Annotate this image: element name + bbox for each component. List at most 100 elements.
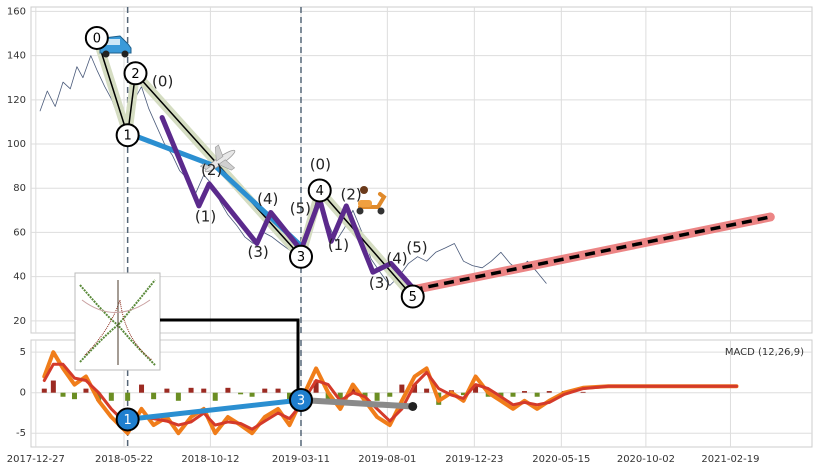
wave-label: 0 bbox=[93, 31, 101, 46]
series-line bbox=[412, 215, 771, 292]
wave-marker bbox=[288, 387, 313, 412]
plot-area bbox=[30, 6, 813, 334]
x-tick-label: 2018-05-22 bbox=[95, 454, 153, 465]
indicator-label: MACD (12,26,9) bbox=[725, 347, 804, 358]
histogram-bar bbox=[60, 392, 66, 397]
histogram-bar bbox=[71, 392, 77, 400]
wave-marker bbox=[307, 178, 332, 203]
histogram-bar bbox=[262, 388, 268, 393]
histogram-bar bbox=[287, 392, 293, 400]
histogram-bar bbox=[249, 392, 255, 397]
histogram-bar bbox=[337, 392, 343, 401]
histogram-bar bbox=[108, 392, 114, 401]
label-layer: 0 1 2 3 4 5 (0) (2) (1) (4) (3) (5) (0) (2) (1) (4) (3) (… bbox=[84, 25, 804, 432]
x-tick-label: 2020-10-02 bbox=[617, 454, 675, 465]
wave-marker bbox=[84, 25, 109, 50]
histogram-bar bbox=[412, 384, 418, 393]
wave-annotation: (5) bbox=[406, 238, 427, 256]
histogram-bar bbox=[275, 388, 281, 393]
histogram-bar bbox=[188, 387, 194, 393]
wave-annotation: (2) bbox=[341, 185, 362, 203]
wave-marker bbox=[123, 61, 148, 86]
scooter-icon bbox=[356, 186, 387, 215]
histogram-bar bbox=[521, 391, 527, 393]
wave-marker bbox=[400, 284, 425, 309]
wave-label: 1 bbox=[124, 413, 132, 428]
wave-annotation: (4) bbox=[257, 190, 278, 208]
wave-label: 3 bbox=[297, 250, 305, 265]
wave-annotation: (5) bbox=[290, 200, 311, 218]
wave-marker bbox=[115, 123, 140, 148]
histogram-bar bbox=[151, 392, 157, 400]
wave-marker bbox=[288, 244, 313, 269]
wave-label: 4 bbox=[316, 184, 324, 199]
x-tick-label: 2019-03-11 bbox=[272, 454, 330, 465]
wave-label: 2 bbox=[131, 67, 139, 82]
series-line bbox=[298, 397, 416, 410]
histogram-bar bbox=[460, 392, 466, 396]
wave-label: 5 bbox=[409, 290, 417, 305]
histogram-bar bbox=[238, 392, 244, 395]
wave-annotation: (1) bbox=[195, 207, 216, 225]
airplane-icon bbox=[199, 144, 236, 173]
point-marker bbox=[408, 401, 418, 411]
x-tick-label: 2021-02-19 bbox=[701, 454, 759, 465]
wave-annotation: (2) bbox=[201, 161, 222, 179]
x-tick-label: 2019-08-01 bbox=[358, 454, 416, 465]
histogram-bar bbox=[362, 392, 368, 397]
wave-label: 3 bbox=[297, 393, 305, 408]
y-tick-label: 120 bbox=[7, 95, 26, 106]
histogram-bar bbox=[41, 388, 47, 393]
y-tick-label: 140 bbox=[7, 51, 26, 62]
y-tick-label: 100 bbox=[7, 139, 26, 150]
y-tick-label: 160 bbox=[7, 6, 26, 17]
y-tick-label: 0 bbox=[20, 388, 26, 399]
histogram-bar bbox=[212, 392, 218, 401]
histogram-bar bbox=[139, 384, 145, 393]
wave-marker bbox=[115, 407, 140, 432]
histogram-bar bbox=[175, 392, 181, 401]
connector bbox=[160, 318, 300, 395]
histogram-bar bbox=[83, 388, 89, 393]
wave-annotation: (4) bbox=[386, 249, 407, 267]
histogram-bar bbox=[424, 388, 430, 393]
y-tick-label: 40 bbox=[13, 272, 26, 283]
histogram-bar bbox=[125, 392, 131, 401]
wave-annotation: (0) bbox=[152, 73, 173, 91]
wave-annotation: (3) bbox=[247, 243, 268, 261]
x-tick-label: 2019-12-23 bbox=[445, 454, 503, 465]
x-tick-label: 2017-12-27 bbox=[7, 454, 65, 465]
inset-thumbnail bbox=[74, 272, 161, 371]
wave-annotation: (0) bbox=[310, 156, 331, 174]
wave-label: 1 bbox=[124, 129, 132, 144]
plot-area bbox=[30, 339, 813, 448]
histogram-bar bbox=[325, 392, 331, 401]
x-tick-label: 2018-10-12 bbox=[181, 454, 239, 465]
histogram-bar bbox=[510, 392, 516, 397]
series-line bbox=[159, 115, 416, 291]
histogram-bar bbox=[399, 384, 405, 393]
histogram-bar bbox=[387, 392, 393, 397]
histogram-bar bbox=[313, 380, 319, 393]
y-tick-label: -5 bbox=[16, 428, 26, 439]
histogram-bar bbox=[374, 392, 380, 401]
histogram-bar bbox=[473, 384, 479, 393]
y-tick-label: 80 bbox=[13, 183, 26, 194]
histogram-bar bbox=[201, 388, 207, 393]
y-tick-label: 20 bbox=[13, 316, 26, 327]
histogram-bar bbox=[546, 391, 552, 393]
histogram-bar bbox=[498, 392, 504, 397]
x-tick-label: 2020-05-15 bbox=[532, 454, 590, 465]
wave-annotation: (1) bbox=[328, 236, 349, 254]
overlay-layer bbox=[74, 35, 387, 395]
wave-annotation: (3) bbox=[369, 274, 390, 292]
histogram-bar bbox=[225, 387, 231, 393]
histogram-bar bbox=[534, 392, 540, 397]
histogram-bar bbox=[50, 380, 56, 393]
y-tick-label: 60 bbox=[13, 227, 26, 238]
y-tick-label: 5 bbox=[20, 347, 26, 358]
histogram-bar bbox=[580, 391, 586, 393]
series-line bbox=[125, 397, 304, 422]
